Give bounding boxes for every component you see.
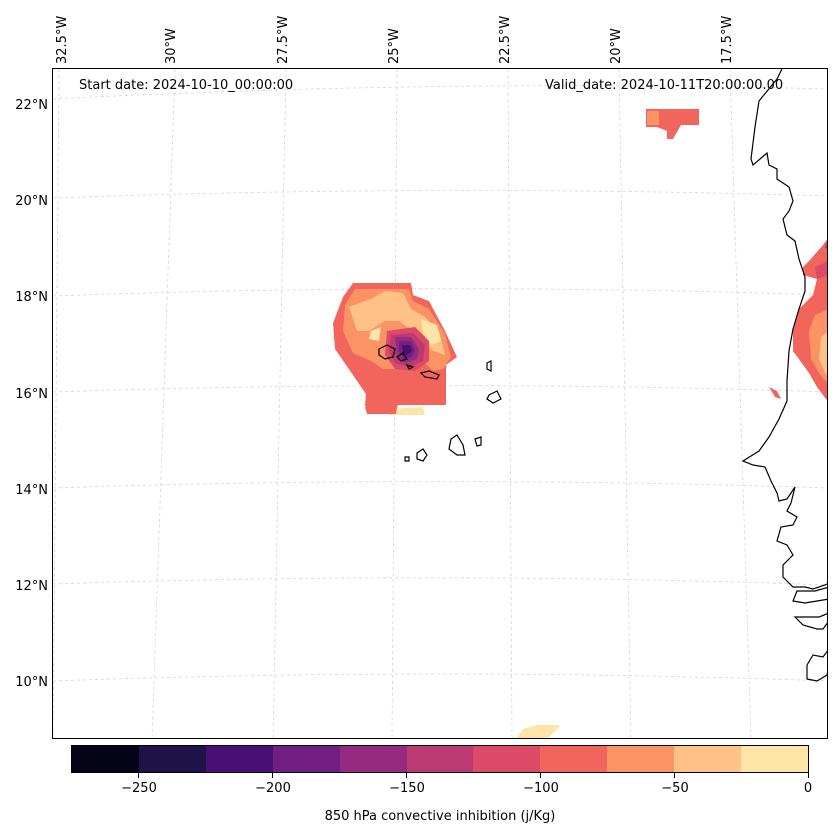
gridline-lat-10 bbox=[53, 673, 827, 682]
colorbar-segment bbox=[339, 746, 407, 772]
colorbar-tick-50 bbox=[674, 773, 675, 778]
lat-label-18n: 18°N bbox=[15, 290, 48, 305]
colorbar-segment bbox=[674, 746, 742, 772]
colorbar-segment bbox=[406, 746, 474, 772]
colorbar-segment bbox=[138, 746, 206, 772]
gridline-lon-22-5 bbox=[507, 69, 513, 738]
lat-label-16n: 16°N bbox=[15, 387, 48, 402]
lat-label-14n: 14°N bbox=[15, 483, 48, 498]
gridline-lon-30 bbox=[151, 69, 176, 738]
gridline-lon-27-5 bbox=[272, 69, 287, 738]
lon-label-30w: 30°W bbox=[164, 28, 179, 64]
colorbar-ticklabel-0: 0 bbox=[803, 781, 813, 796]
colorbar-ticklabel-50: −50 bbox=[661, 781, 689, 796]
gridline-lon-20 bbox=[618, 69, 632, 738]
island-sal bbox=[486, 360, 492, 372]
lat-label-22n: 22°N bbox=[15, 98, 48, 113]
island-sao-nicolau bbox=[419, 370, 440, 380]
colorbar-segment bbox=[272, 746, 340, 772]
gridline-lon-25 bbox=[391, 69, 398, 738]
gridline-lat-22 bbox=[53, 85, 827, 100]
map-canvas bbox=[53, 69, 827, 738]
island-fogo bbox=[416, 448, 428, 462]
lat-label-12n: 12°N bbox=[15, 579, 48, 594]
colorbar bbox=[71, 745, 809, 773]
colorbar-ticklabel-200: −200 bbox=[255, 781, 291, 796]
gridline-lat-12 bbox=[53, 577, 827, 586]
gridline-lon-17-5 bbox=[729, 69, 752, 738]
lon-label-25w: 25°W bbox=[387, 28, 402, 64]
colorbar-segment bbox=[72, 746, 139, 772]
cabo-verde-islands bbox=[378, 344, 502, 462]
lon-label-22-5w: 22.5°W bbox=[498, 15, 513, 64]
colorbar-ticklabel-250: −250 bbox=[121, 781, 157, 796]
cin-northeast-patch bbox=[646, 109, 699, 139]
start-date-label: Start date: 2024-10-10_00:00:00 bbox=[79, 78, 294, 93]
island-santiago bbox=[448, 434, 466, 456]
gridline-lat-14 bbox=[53, 481, 827, 489]
colorbar-tick-100 bbox=[540, 773, 541, 778]
colorbar-tick-0 bbox=[808, 773, 809, 778]
colorbar-segment bbox=[540, 746, 608, 772]
island-boa-vista bbox=[486, 390, 502, 404]
colorbar-ticklabel-150: −150 bbox=[389, 781, 425, 796]
gridline-lon-32-5 bbox=[53, 69, 60, 738]
island-santa-luzia bbox=[405, 363, 415, 370]
island-brava bbox=[404, 456, 410, 462]
island-sao-vicente bbox=[396, 352, 408, 362]
lon-label-20w: 20°W bbox=[609, 28, 624, 64]
island-maio bbox=[474, 436, 482, 447]
valid-date-label: Valid_date: 2024-10-11T20:00:00.00 bbox=[545, 78, 784, 93]
graticule bbox=[53, 69, 827, 738]
lat-label-10n: 10°N bbox=[15, 675, 48, 690]
lat-label-20n: 20°N bbox=[15, 194, 48, 209]
gridline-lat-20 bbox=[53, 190, 827, 199]
colorbar-segment bbox=[741, 746, 808, 772]
lon-label-27-5w: 27.5°W bbox=[276, 15, 291, 64]
colorbar-tick-250 bbox=[138, 773, 139, 778]
island-santo-antao bbox=[378, 344, 396, 360]
gridline-lat-18 bbox=[53, 288, 827, 297]
colorbar-segment bbox=[473, 746, 541, 772]
colorbar-tick-150 bbox=[406, 773, 407, 778]
colorbar-tick-200 bbox=[272, 773, 273, 778]
cin-coastal-patch bbox=[769, 239, 827, 401]
colorbar-segment bbox=[205, 746, 273, 772]
west-africa-coastline bbox=[741, 69, 827, 682]
colorbar-segment bbox=[607, 746, 675, 772]
colorbar-title: 850 hPa convective inhibition (j/Kg) bbox=[324, 809, 556, 824]
lon-label-17-5w: 17.5°W bbox=[720, 15, 735, 64]
map-panel[interactable] bbox=[52, 68, 828, 739]
colorbar-ticklabel-100: −100 bbox=[523, 781, 559, 796]
lon-label-32-5w: 32.5°W bbox=[55, 15, 70, 64]
cin-south-patch bbox=[516, 725, 561, 738]
